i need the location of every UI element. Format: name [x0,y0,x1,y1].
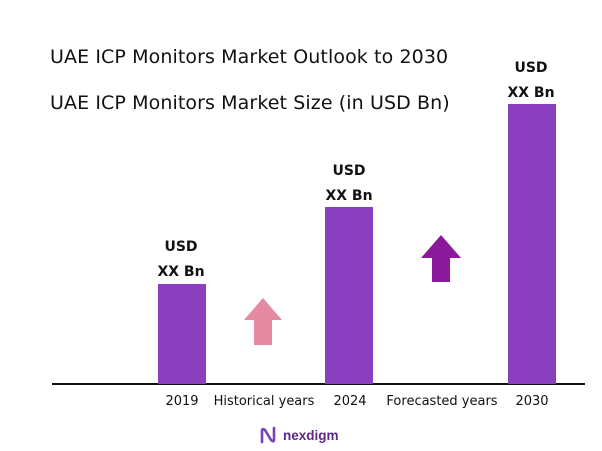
bar-label-line1: USD [514,60,548,76]
bar-label-2024: USD XX Bn [309,159,389,209]
bar-label-line1: USD [164,239,198,255]
bar-2024 [325,207,373,384]
x-tick-2030: 2030 [515,394,549,409]
bar-label-2019: USD XX Bn [141,235,221,285]
brand-name: nexdigm [283,427,339,443]
segment-label-historical: Historical years [213,394,315,409]
bar-2019 [158,284,206,384]
nexdigm-logo-icon [260,426,276,444]
bar-label-line1: USD [332,163,366,179]
chart-title: UAE ICP Monitors Market Outlook to 2030 [50,46,449,68]
bar-label-line2: XX Bn [325,188,373,204]
bar-label-line2: XX Bn [507,85,555,101]
historical-growth-arrow-icon [244,298,282,345]
x-tick-2019: 2019 [165,394,199,409]
bar-label-line2: XX Bn [157,264,205,280]
bar-label-2030: USD XX Bn [491,56,571,106]
forecast-growth-arrow-icon [421,235,461,282]
nexdigm-logo: nexdigm [258,425,339,445]
segment-label-forecasted: Forecasted years [386,394,498,409]
chart-subtitle: UAE ICP Monitors Market Size (in USD Bn) [50,92,450,114]
bar-2030 [508,104,556,384]
x-tick-2024: 2024 [333,394,367,409]
